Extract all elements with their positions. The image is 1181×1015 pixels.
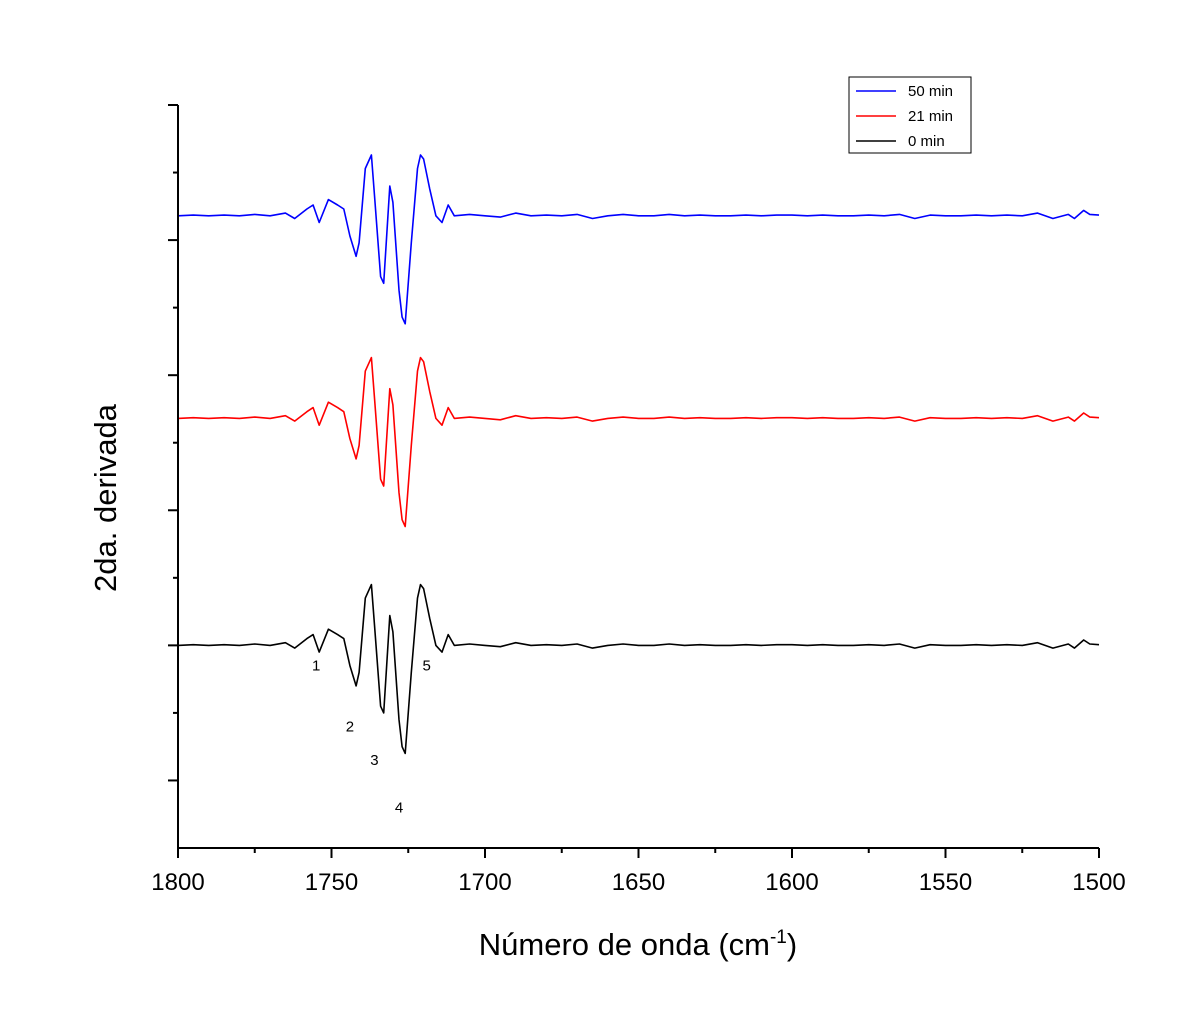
axes: 1800 1750 1700 1650 1600 1550 1500 [151,104,1126,896]
x-axis-title-close: ) [787,927,797,962]
x-axis-title-sup: -1 [770,927,787,948]
x-axis-title-main: Número de onda (cm [479,927,770,962]
x-tick-label: 1550 [919,869,972,896]
legend: 50 min 21 min 0 min [848,76,972,154]
x-tick-label: 1650 [612,869,665,896]
plot-lines [177,154,1100,755]
legend-label: 50 min [908,83,953,100]
peak-label: 2 [346,718,354,735]
peak-label: 3 [370,752,378,769]
series-line-0-min [177,583,1100,755]
series-line-50-min [177,154,1100,325]
legend-label: 0 min [908,133,945,150]
x-tick-label: 1500 [1072,869,1125,896]
x-tick-label: 1800 [151,869,204,896]
x-tick-label: 1750 [305,869,358,896]
peak-label: 5 [422,658,430,675]
x-tick-label: 1600 [765,869,818,896]
x-axis-title: Número de onda (cm-1) [479,927,797,962]
x-tick-label: 1700 [458,869,511,896]
y-ticks [168,104,178,782]
series-line-21-min [177,356,1100,528]
x-ticks: 1800 1750 1700 1650 1600 1550 1500 [151,848,1126,896]
peak-label: 1 [312,658,320,675]
legend-label: 21 min [908,108,953,125]
y-axis-title: 2da. derivada [88,403,123,592]
peak-label: 4 [395,799,403,816]
